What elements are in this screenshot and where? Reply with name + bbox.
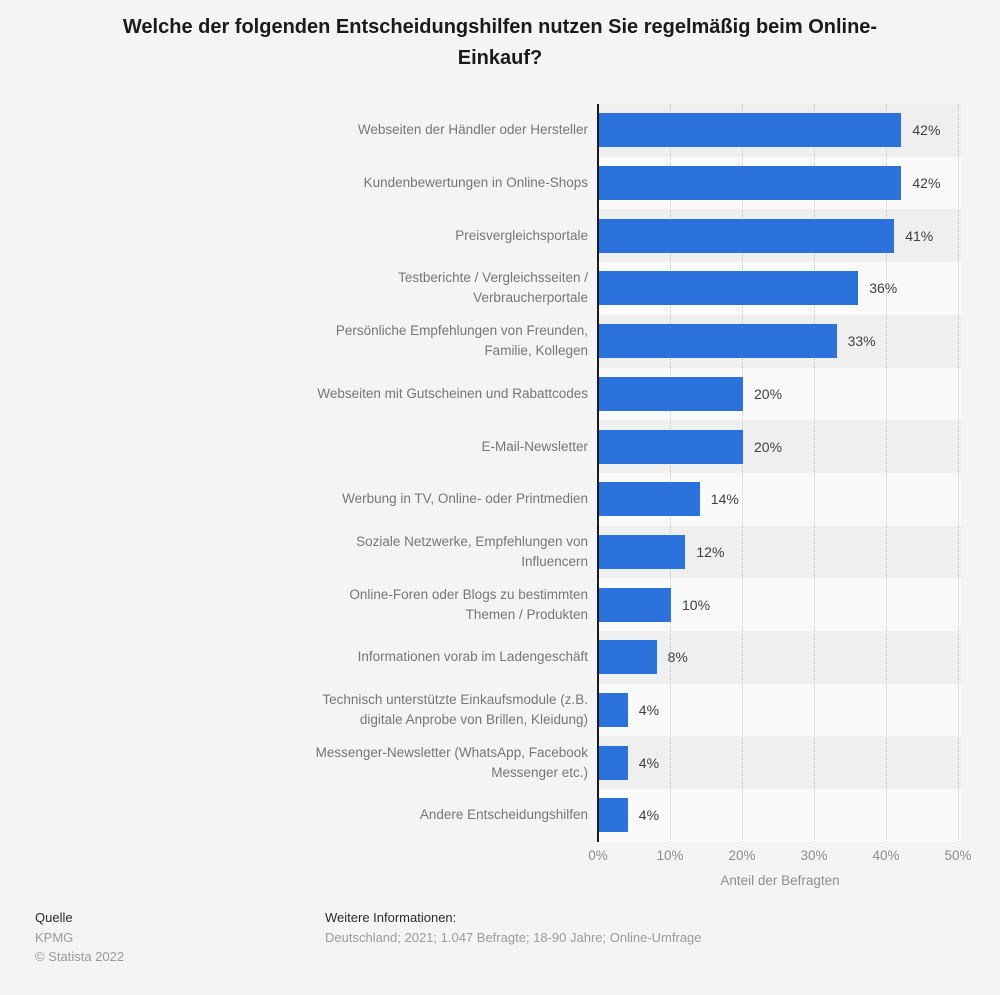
value-bar bbox=[599, 482, 700, 517]
bar-row: E-Mail-Newsletter 20% bbox=[0, 420, 1000, 473]
bar-row: Andere Entscheidungshilfen 4% bbox=[0, 789, 1000, 842]
value-bar bbox=[599, 324, 837, 359]
copyright-text: © Statista 2022 bbox=[35, 949, 125, 964]
value-bar bbox=[599, 640, 657, 675]
category-label: Informationen vorab im Ladengeschäft bbox=[357, 649, 588, 665]
value-bar bbox=[599, 429, 743, 464]
value-bar bbox=[599, 113, 902, 148]
value-bar bbox=[599, 218, 895, 253]
row-band bbox=[598, 683, 961, 737]
value-label: 10% bbox=[682, 596, 711, 613]
row-band bbox=[598, 789, 961, 842]
value-label: 36% bbox=[869, 280, 898, 297]
category-label: Technisch unterstützte Einkaufsmodule (z… bbox=[322, 692, 588, 728]
bar-row: Persönliche Empfehlungen von Freunden, F… bbox=[0, 314, 1000, 368]
category-label: Webseiten der Händler oder Hersteller bbox=[357, 122, 588, 138]
x-axis-tick-label: 30% bbox=[800, 848, 828, 863]
category-label: Werbung in TV, Online- oder Printmedien bbox=[342, 491, 588, 507]
category-label: Kundenbewertungen in Online-Shops bbox=[363, 175, 588, 191]
value-label: 4% bbox=[638, 702, 660, 719]
chart-title: Welche der folgenden Entscheidungshilfen… bbox=[122, 16, 878, 69]
bar-row: Testberichte / Vergleichsseiten / Verbra… bbox=[0, 262, 1000, 315]
category-label: Persönliche Empfehlungen von Freunden, F… bbox=[335, 323, 588, 359]
category-label: Preisvergleichsportale bbox=[455, 227, 588, 243]
category-label: Messenger-Newsletter (WhatsApp, Facebook… bbox=[315, 744, 588, 780]
source-block: Quelle KPMG © Statista 2022 bbox=[35, 908, 124, 967]
bar-row: Preisvergleichsportale 41% bbox=[0, 209, 1000, 263]
bar-row: Werbung in TV, Online- oder Printmedien … bbox=[0, 472, 1000, 526]
category-label: Webseiten mit Gutscheinen und Rabattcode… bbox=[317, 385, 588, 401]
value-label: 42% bbox=[912, 122, 941, 139]
info-heading: Weitere Informationen: bbox=[325, 910, 457, 925]
value-label: 20% bbox=[754, 385, 783, 402]
source-heading: Quelle bbox=[35, 910, 73, 925]
value-label: 14% bbox=[710, 491, 739, 508]
value-bar bbox=[599, 587, 671, 622]
x-axis-tick-label: 20% bbox=[728, 848, 756, 863]
value-bar bbox=[599, 166, 902, 201]
x-axis-title: Anteil der Befragten bbox=[720, 873, 840, 888]
category-label: Testberichte / Vergleichsseiten / Verbra… bbox=[398, 270, 588, 306]
bar-row: Messenger-Newsletter (WhatsApp, Facebook… bbox=[0, 736, 1000, 790]
category-label: Online-Foren oder Blogs zu bestimmten Th… bbox=[349, 586, 588, 622]
category-label: E-Mail-Newsletter bbox=[481, 438, 588, 454]
value-bar bbox=[599, 693, 628, 728]
value-label: 12% bbox=[696, 543, 725, 560]
value-label: 33% bbox=[847, 333, 876, 350]
x-axis-tick-label: 0% bbox=[588, 848, 608, 863]
bar-row: Technisch unterstützte Einkaufsmodule (z… bbox=[0, 683, 1000, 737]
x-axis-tick-label: 10% bbox=[656, 848, 684, 863]
bar-row: Online-Foren oder Blogs zu bestimmten Th… bbox=[0, 578, 1000, 632]
value-bar bbox=[599, 534, 686, 569]
source-name: KPMG bbox=[35, 929, 74, 945]
category-label: Andere Entscheidungshilfen bbox=[419, 807, 588, 823]
row-band bbox=[598, 631, 961, 684]
x-axis-tick-label: 40% bbox=[872, 848, 900, 863]
value-label: 8% bbox=[667, 649, 688, 666]
bar-row: Informationen vorab im Ladengeschäft 8% bbox=[0, 631, 1000, 684]
x-axis-tick-label: 50% bbox=[944, 848, 972, 863]
value-label: 42% bbox=[912, 175, 941, 192]
info-block: Weitere Informationen: Deutschland; 2021… bbox=[325, 908, 702, 947]
y-axis-line bbox=[597, 104, 599, 842]
bar-row: Webseiten der Händler oder Hersteller 42… bbox=[0, 104, 1000, 157]
value-label: 20% bbox=[754, 438, 783, 455]
x-axis-tick-row: 0% 10% 20% 30% 40% 50% bbox=[0, 848, 1000, 866]
value-label: 4% bbox=[638, 807, 660, 824]
plot-area: Webseiten der Händler oder Hersteller 42… bbox=[0, 104, 1000, 842]
bar-row: Kundenbewertungen in Online-Shops 42% bbox=[0, 156, 1000, 210]
value-bar bbox=[599, 745, 628, 780]
info-text: Deutschland; 2021; 1.047 Befragte; 18-90… bbox=[325, 929, 702, 945]
value-bar bbox=[599, 798, 628, 833]
value-label: 4% bbox=[638, 754, 660, 771]
bar-row: Soziale Netzwerke, Empfehlungen von Infl… bbox=[0, 525, 1000, 579]
value-bar bbox=[599, 376, 743, 411]
value-bar bbox=[599, 271, 859, 306]
row-band bbox=[598, 736, 961, 790]
value-label: 41% bbox=[905, 227, 934, 244]
bar-row: Webseiten mit Gutscheinen und Rabattcode… bbox=[0, 367, 1000, 421]
category-label: Soziale Netzwerke, Empfehlungen von Infl… bbox=[356, 533, 588, 569]
